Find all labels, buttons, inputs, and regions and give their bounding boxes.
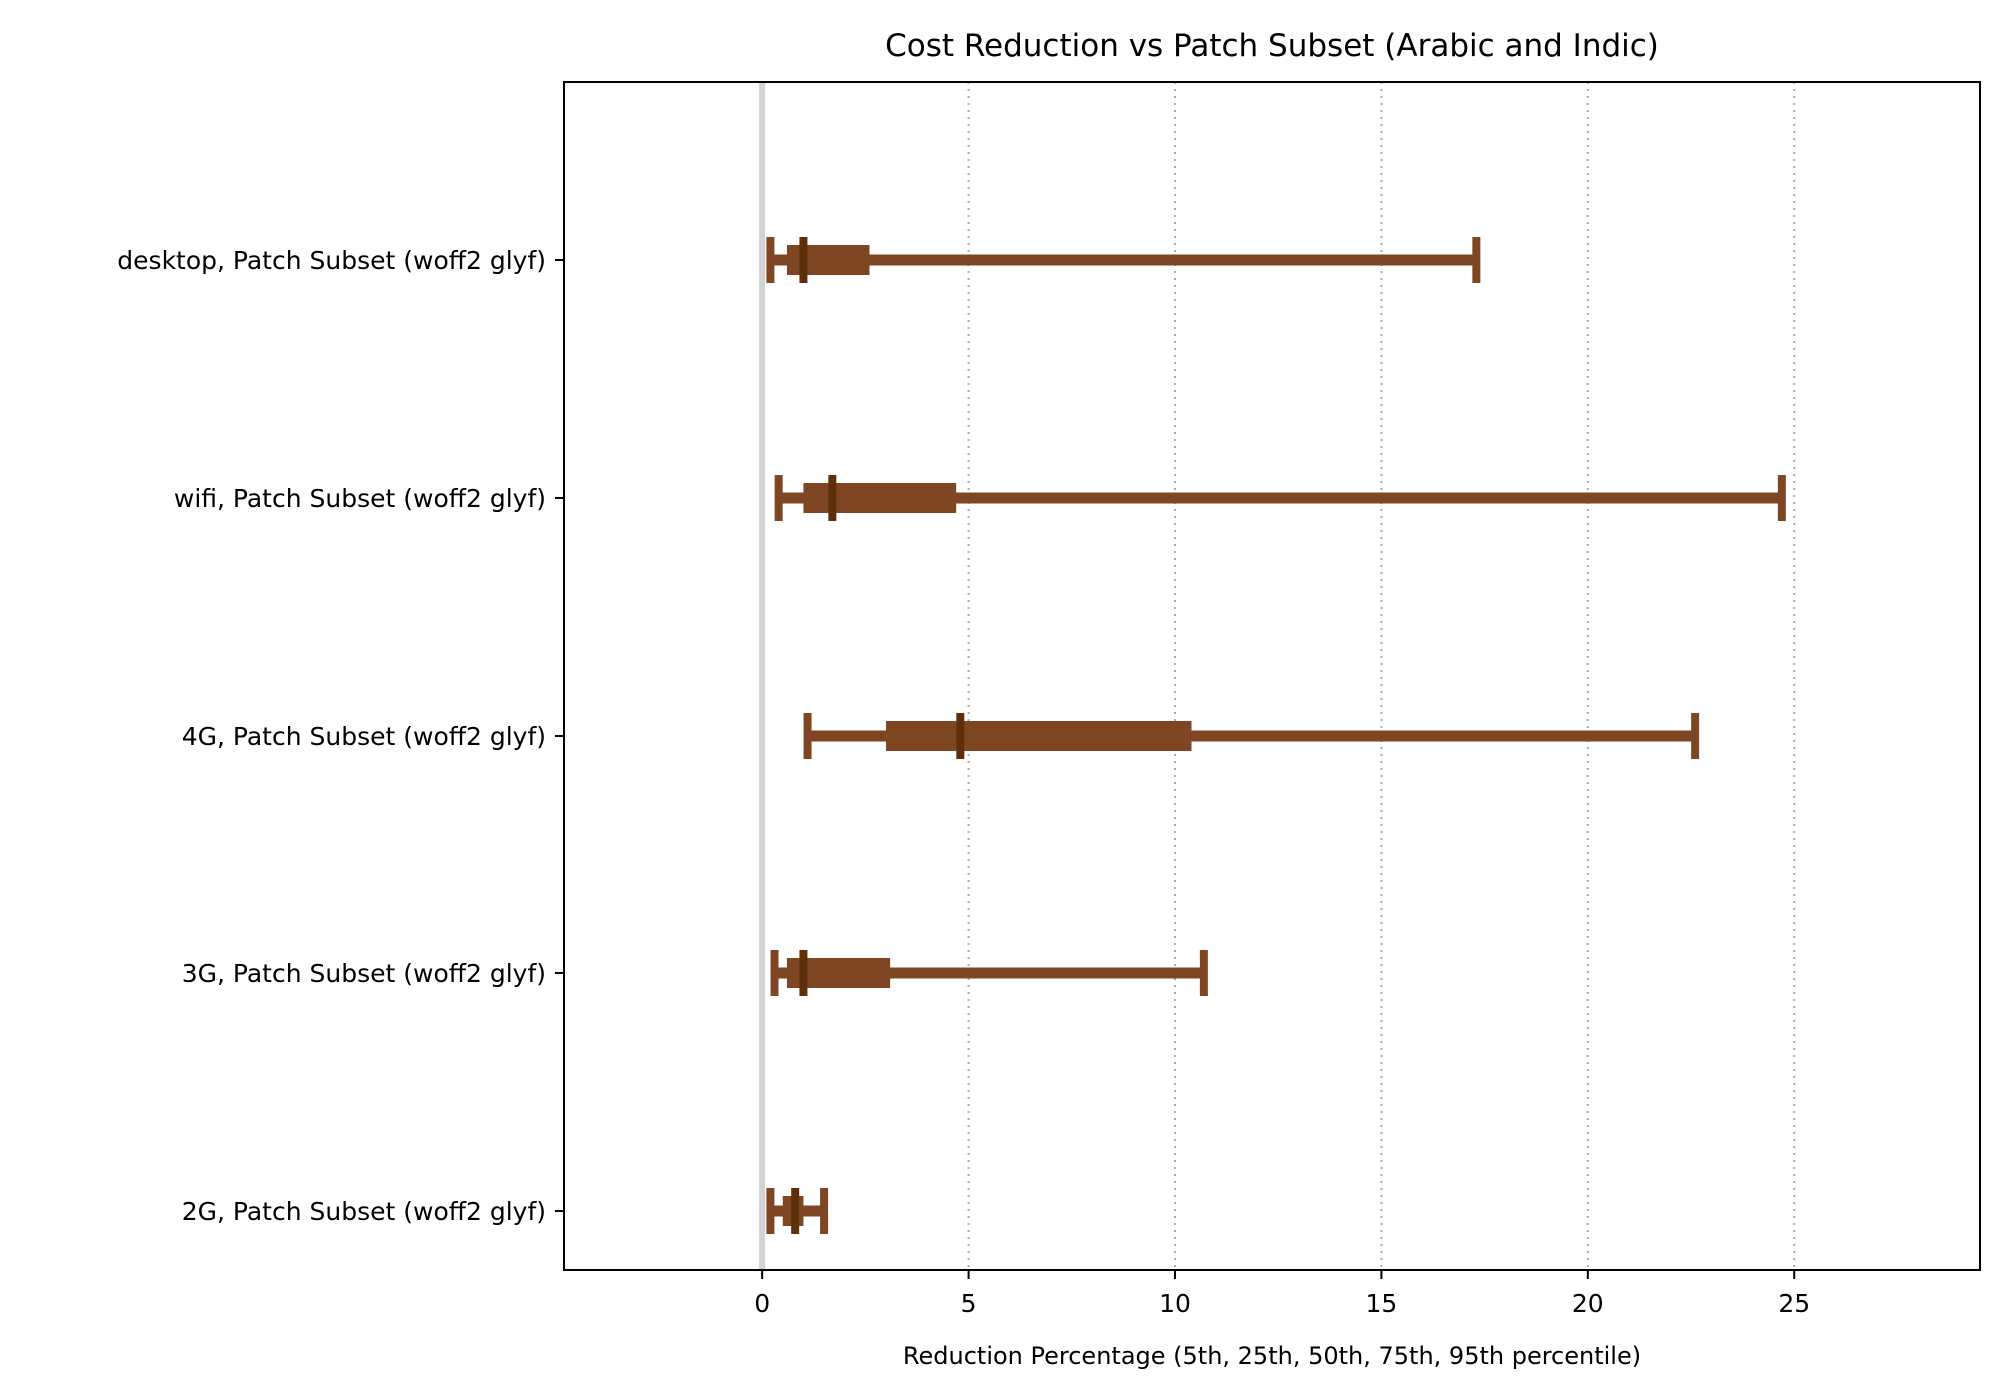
y-tick-label: 3G, Patch Subset (woff2 glyf) <box>182 959 546 988</box>
box-3 <box>803 713 1700 759</box>
iqr-box <box>803 483 957 513</box>
box-4 <box>770 950 1208 996</box>
plot-frame <box>563 81 1981 1271</box>
y-tick-label: desktop, Patch Subset (woff2 glyf) <box>117 246 546 275</box>
chart-title: Cost Reduction vs Patch Subset (Arabic a… <box>885 28 1659 64</box>
y-tick-label: wifi, Patch Subset (woff2 glyf) <box>174 484 546 513</box>
y-tick-label: 2G, Patch Subset (woff2 glyf) <box>182 1197 546 1226</box>
y-tick-label: 4G, Patch Subset (woff2 glyf) <box>182 722 546 751</box>
x-tick-label: 10 <box>1159 1289 1191 1318</box>
plot-area: 0 5 10 15 20 25 desktop, Patch Subset (woff2 g… <box>117 81 1981 1318</box>
x-tick-label: 5 <box>961 1289 977 1318</box>
box-2 <box>774 475 1786 521</box>
x-tick-label: 15 <box>1365 1289 1397 1318</box>
iqr-box <box>886 721 1192 751</box>
x-axis-label: Reduction Percentage (5th, 25th, 50th, 7… <box>903 1342 1641 1370</box>
box-5 <box>766 1188 829 1234</box>
box-1 <box>766 237 1481 283</box>
x-tick-label: 25 <box>1778 1289 1810 1318</box>
iqr-box <box>786 245 870 275</box>
x-tick-label: 0 <box>754 1289 770 1318</box>
x-tick-label: 20 <box>1572 1289 1604 1318</box>
